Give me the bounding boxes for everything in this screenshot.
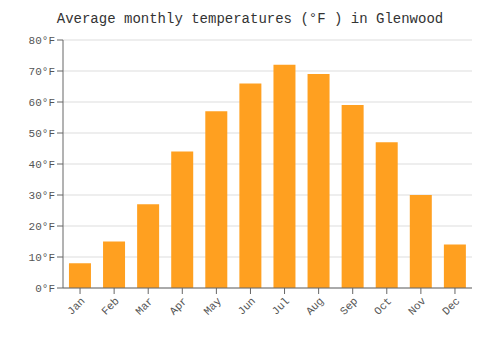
svg-text:60°F: 60°F — [29, 97, 55, 109]
svg-text:70°F: 70°F — [29, 66, 55, 78]
svg-text:Apr: Apr — [167, 295, 189, 317]
svg-text:40°F: 40°F — [29, 159, 55, 171]
svg-text:0°F: 0°F — [35, 283, 55, 295]
svg-text:30°F: 30°F — [29, 190, 55, 202]
svg-text:Sep: Sep — [338, 295, 360, 317]
svg-text:Mar: Mar — [133, 295, 155, 317]
svg-text:May: May — [202, 295, 225, 318]
svg-text:80°F: 80°F — [29, 35, 55, 47]
svg-text:Oct: Oct — [372, 295, 394, 317]
svg-text:10°F: 10°F — [29, 252, 55, 264]
svg-text:50°F: 50°F — [29, 128, 55, 140]
svg-text:Jun: Jun — [236, 295, 258, 317]
svg-text:Nov: Nov — [406, 295, 429, 318]
svg-text:Aug: Aug — [304, 295, 326, 317]
svg-text:Jul: Jul — [270, 295, 292, 317]
svg-text:Feb: Feb — [99, 295, 121, 317]
html-text:Average monthly temperatures (: Average monthly temperatures (°F ) in Gl… — [56, 11, 444, 27]
svg-text:Dec: Dec — [440, 295, 462, 317]
svg-text:Jan: Jan — [65, 295, 87, 317]
svg-text:20°F: 20°F — [29, 221, 55, 233]
